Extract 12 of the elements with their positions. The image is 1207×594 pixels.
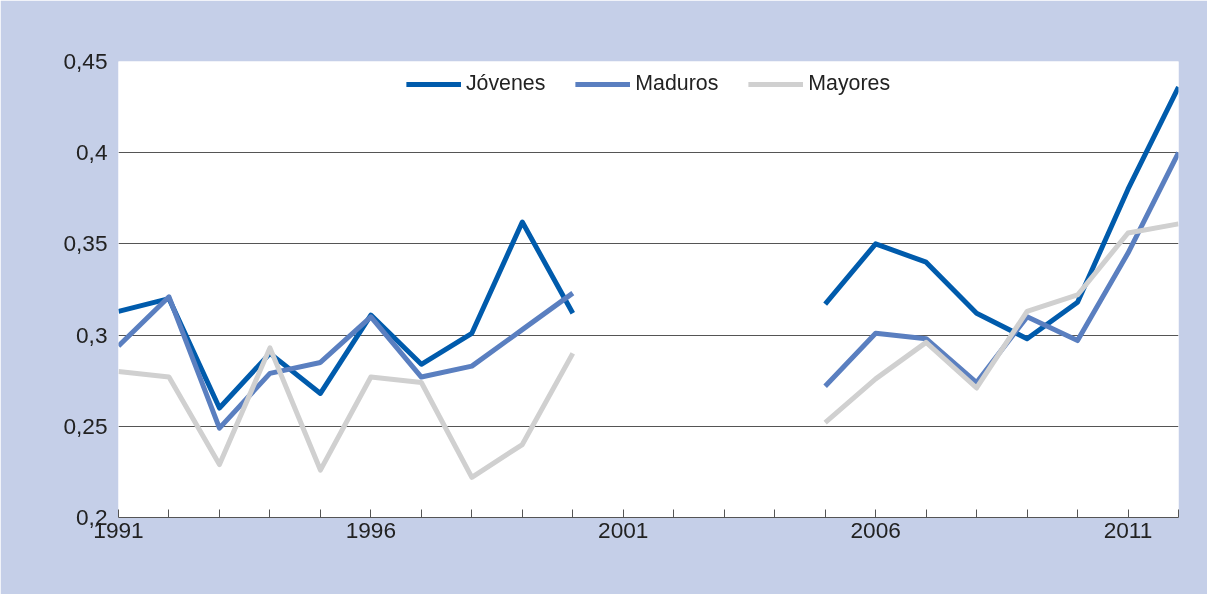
y-tick-label: 0,3 — [76, 321, 108, 348]
y-tick-label: 0,25 — [63, 412, 108, 439]
x-tick-label: 2006 — [850, 516, 901, 543]
y-tick-label: 0,45 — [63, 48, 108, 74]
legend-label: Maduros — [635, 71, 719, 96]
legend-label: Jóvenes — [465, 71, 546, 96]
x-tick-label: 2011 — [1103, 516, 1153, 543]
x-tick-label: 1996 — [345, 516, 397, 543]
x-tick-label: 2001 — [598, 516, 649, 543]
legend-label: Mayores — [808, 71, 891, 96]
y-tick-label: 0,4 — [76, 139, 108, 166]
y-tick-label: 0,35 — [63, 230, 108, 257]
